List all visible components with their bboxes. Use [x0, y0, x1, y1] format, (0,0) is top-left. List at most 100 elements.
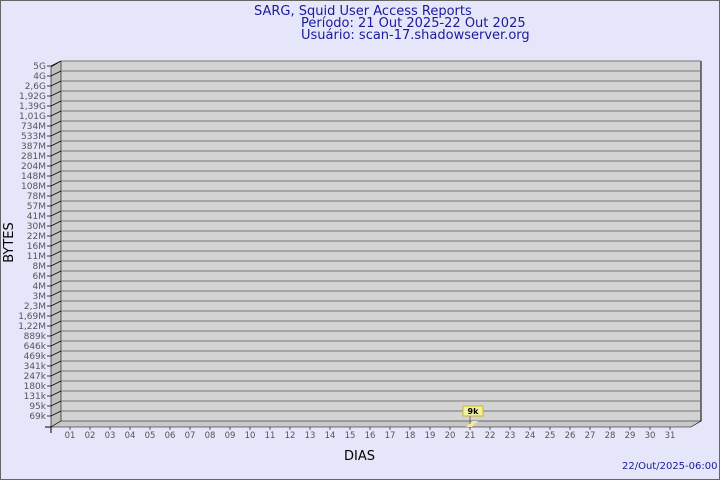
y-tick-label: 734M	[21, 122, 46, 132]
y-tick-label: 95k	[29, 402, 46, 412]
y-tick	[47, 150, 62, 157]
x-tick-label: 25	[545, 431, 556, 441]
y-tick	[47, 160, 62, 167]
x-tick-label: 27	[585, 431, 596, 441]
x-tick-label: 12	[285, 431, 296, 441]
y-axis-label: BYTES	[1, 222, 17, 263]
y-tick	[47, 70, 62, 77]
x-tick-label: 10	[245, 431, 256, 441]
y-tick	[47, 330, 62, 337]
y-tick-label: 2,3M	[24, 302, 46, 312]
y-tick	[47, 180, 62, 187]
y-tick	[47, 390, 62, 397]
x-tick-label: 16	[365, 431, 376, 441]
y-tick-label: 387M	[21, 142, 46, 152]
y-tick-label: 108M	[21, 182, 46, 192]
y-tick-label: 5G	[33, 62, 46, 72]
period-text: Período: 21 Out 2025-22 Out 2025	[301, 16, 526, 31]
y-tick	[47, 380, 62, 387]
x-tick-label: 29	[625, 431, 636, 441]
y-tick	[47, 210, 62, 217]
x-tick-label: 06	[165, 431, 176, 441]
x-tick-label: 31	[665, 431, 676, 441]
x-tick-label: 11	[265, 431, 276, 441]
y-tick	[47, 360, 62, 367]
y-tick-label: 889k	[24, 332, 47, 342]
x-tick-label: 24	[525, 431, 536, 441]
x-tick-label: 22	[485, 431, 496, 441]
x-tick-label: 26	[565, 431, 576, 441]
x-tick-label: 01	[65, 431, 76, 441]
y-tick-label: 1,22M	[18, 322, 46, 332]
y-tick-label: 180k	[24, 382, 47, 392]
y-tick	[47, 200, 62, 207]
y-tick	[47, 100, 62, 107]
x-tick-label: 05	[145, 431, 156, 441]
x-tick-label: 14	[325, 431, 336, 441]
y-tick	[47, 80, 62, 87]
x-tick-label: 19	[425, 431, 436, 441]
y-tick	[47, 240, 62, 247]
y-tick	[47, 90, 62, 97]
bar-label: 9k	[468, 407, 480, 416]
y-tick	[47, 270, 62, 277]
x-tick-label: 30	[645, 431, 656, 441]
y-tick-label: 646k	[24, 342, 47, 352]
x-tick-label: 23	[505, 431, 516, 441]
y-tick-label: 533M	[21, 132, 46, 142]
y-tick-label: 2,6G	[25, 82, 46, 92]
y-tick	[47, 290, 62, 297]
y-tick-label: 69k	[29, 412, 46, 422]
y-tick	[47, 280, 62, 287]
y-tick-label: 247k	[24, 372, 47, 382]
x-axis-label: DIAS	[344, 449, 375, 464]
y-tick	[47, 140, 62, 147]
y-tick-label: 1,39G	[19, 102, 46, 112]
y-tick-label: 6M	[33, 272, 47, 282]
y-tick	[47, 340, 62, 347]
y-tick-label: 204M	[21, 162, 46, 172]
y-tick	[47, 310, 62, 317]
y-tick-label: 16M	[27, 242, 46, 252]
bar	[466, 421, 478, 427]
y-tick	[47, 60, 62, 67]
x-tick-label: 15	[345, 431, 356, 441]
y-tick-label: 22M	[27, 232, 46, 242]
x-tick-label: 07	[185, 431, 196, 441]
x-tick-label: 17	[385, 431, 396, 441]
y-tick	[47, 300, 62, 307]
y-tick	[47, 250, 62, 257]
x-tick-label: 21	[465, 431, 476, 441]
y-tick-label: 1,69M	[18, 312, 46, 322]
bar-label-box	[462, 405, 484, 417]
x-tick-label: 28	[605, 431, 616, 441]
y-tick-label: 11M	[27, 252, 46, 262]
y-tick-label: 8M	[33, 262, 47, 272]
y-tick-label: 3M	[33, 292, 47, 302]
y-tick-label: 30M	[27, 222, 46, 232]
y-tick-label: 1,01G	[19, 112, 46, 122]
x-tick-label: 04	[125, 431, 136, 441]
timestamp: 22/Out/2025-06:00	[622, 461, 718, 472]
x-tick-label: 20	[445, 431, 456, 441]
y-tick-label: 41M	[27, 212, 46, 222]
y-tick	[47, 170, 62, 177]
y-tick	[47, 190, 62, 197]
y-tick-label: 131k	[24, 392, 47, 402]
y-tick	[47, 230, 62, 237]
x-tick-label: 18	[405, 431, 416, 441]
y-tick	[47, 370, 62, 377]
y-tick	[47, 320, 62, 327]
x-tick-label: 02	[85, 431, 96, 441]
x-tick-label: 08	[205, 431, 216, 441]
y-tick	[47, 260, 62, 267]
user-text: Usuário: scan-17.shadowserver.org	[301, 28, 530, 43]
y-tick	[47, 220, 62, 227]
chart-title: SARG, Squid User Access Reports	[254, 4, 472, 19]
y-tick-label: 1,92G	[19, 92, 46, 102]
y-tick	[47, 400, 62, 407]
x-tick-label: 03	[105, 431, 116, 441]
x-tick-label: 09	[225, 431, 236, 441]
